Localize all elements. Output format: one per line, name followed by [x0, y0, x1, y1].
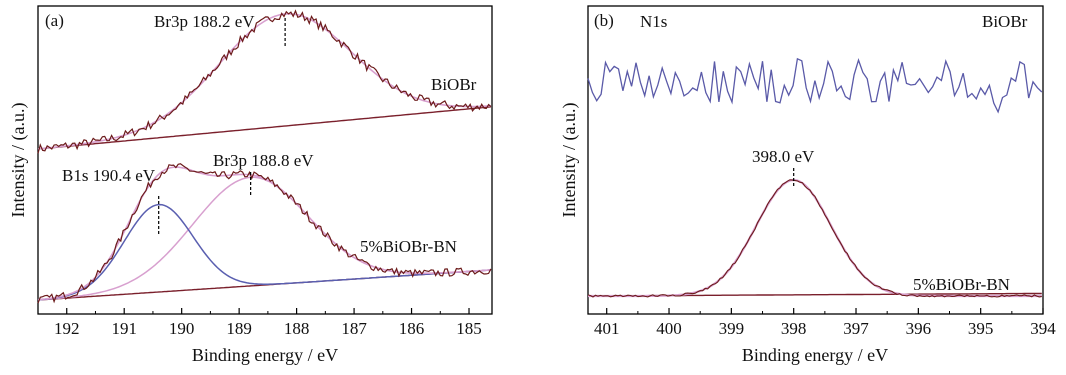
panel-a-xlabel: Binding energy / eV	[192, 345, 338, 365]
panel-a-bn-b1s-component	[37, 203, 491, 301]
panel-b-bn-raw	[587, 179, 1042, 298]
panel-a-x-tick-label: 186	[399, 319, 425, 338]
panel-a-annotation-br3p-biobr: Br3p 188.2 eV	[154, 12, 255, 31]
panel-a-bn-fit	[37, 166, 491, 301]
panel-b-x-tick-label: 395	[968, 319, 994, 338]
panel-a-series-label-biobr: BiOBr	[431, 75, 477, 94]
panel-a-bn-raw	[37, 163, 492, 304]
panel-b-x-tick-label: 400	[656, 319, 682, 338]
panel-b-ylabel: Intensity / (a.u.)	[559, 103, 580, 218]
panel-b-annotation-n1s: 398.0 eV	[752, 147, 815, 166]
panel-a-x-tick-label: 187	[341, 319, 367, 338]
panel-b-x-tick-label: 401	[594, 319, 620, 338]
panel-b-series-label-bn: 5%BiOBr-BN	[913, 275, 1010, 294]
panel-a-biobr-raw	[37, 9, 492, 154]
panel-b-frame	[587, 5, 1044, 315]
panel-b-x-tick-label: 396	[906, 319, 932, 338]
panel-a-label: (a)	[45, 11, 64, 30]
panel-b-series-label-biobr: BiOBr	[982, 12, 1028, 31]
panel-b-label: (b)	[594, 11, 614, 30]
panel-a-x-tick-label: 188	[284, 319, 310, 338]
panel-b-xlabel: Binding energy / eV	[742, 345, 888, 365]
panel-a-annotation-br3p-bn: Br3p 188.8 eV	[213, 151, 314, 170]
panel-a-x-tick-label: 189	[226, 319, 252, 338]
panel-a-x-tick-label: 192	[54, 319, 80, 338]
panel-b-core-level: N1s	[640, 12, 667, 31]
panel-a-annotation-b1s: B1s 190.4 eV	[62, 166, 156, 185]
panel-a-x-tick-label: 185	[456, 319, 482, 338]
panel-a-x-tick-label: 190	[169, 319, 195, 338]
panel-b-x-tick-label: 398	[781, 319, 807, 338]
panel-a-biobr-fit	[37, 12, 491, 150]
panel-b-x-tick-label: 399	[719, 319, 745, 338]
panel-b-biobr-raw	[587, 57, 1043, 114]
panel-a: 192 191 190 189 188 187 186 185	[37, 9, 492, 338]
panel-a-x-tick-label: 191	[111, 319, 137, 338]
panel-a-ylabel: Intensity / (a.u.)	[8, 103, 29, 218]
panel-b-x-tick-label: 397	[843, 319, 869, 338]
panel-b-x-tick-label: 394	[1030, 319, 1056, 338]
panel-a-biobr-baseline	[37, 106, 491, 150]
panel-b: 401 400 399 398 397 396 395 394	[587, 57, 1056, 338]
panel-a-frame	[37, 5, 493, 315]
panel-a-series-label-bn: 5%BiOBr-BN	[360, 237, 457, 256]
